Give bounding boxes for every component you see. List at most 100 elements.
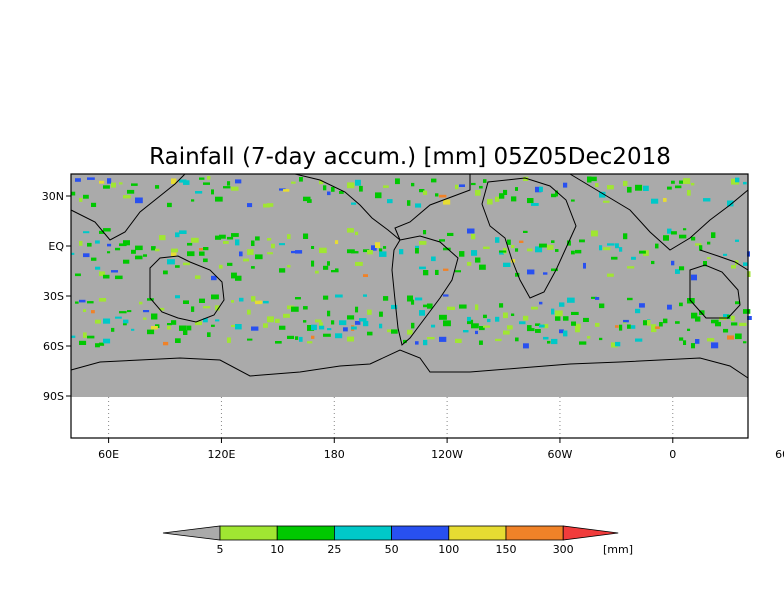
rain-patch bbox=[143, 254, 147, 257]
rain-patch bbox=[247, 203, 253, 208]
rain-patch bbox=[263, 300, 269, 304]
rain-patch bbox=[375, 242, 381, 248]
rain-patch bbox=[571, 311, 579, 315]
asia-outline bbox=[569, 173, 749, 251]
rain-patch bbox=[363, 320, 369, 327]
longitude-tick-label: 120E bbox=[207, 448, 235, 461]
rain-patch bbox=[483, 246, 490, 249]
rain-patch bbox=[671, 260, 675, 266]
rain-patch bbox=[563, 316, 569, 321]
rain-patch bbox=[279, 188, 286, 191]
rain-patch bbox=[507, 325, 513, 330]
rain-patch bbox=[131, 249, 136, 254]
rain-patch bbox=[227, 337, 231, 343]
rain-patch bbox=[251, 240, 255, 246]
rain-patch bbox=[239, 297, 244, 302]
north-america-outline bbox=[294, 173, 471, 241]
rain-patch bbox=[311, 335, 315, 339]
colorbar-cell bbox=[448, 525, 507, 541]
rain-patch bbox=[383, 246, 387, 249]
rain-patch bbox=[435, 193, 439, 197]
rain-patch bbox=[335, 240, 339, 244]
rain-patch bbox=[411, 322, 415, 329]
rain-patch bbox=[87, 242, 92, 247]
rain-patch bbox=[391, 329, 398, 334]
rain-patch bbox=[735, 333, 742, 340]
rain-patch bbox=[735, 177, 740, 183]
rain-patch bbox=[423, 270, 429, 276]
rain-patch bbox=[691, 312, 698, 319]
rain-patch bbox=[735, 239, 739, 242]
rain-patch bbox=[99, 298, 107, 302]
rain-patch bbox=[319, 247, 327, 254]
rain-patch bbox=[267, 252, 273, 255]
rain-patch bbox=[527, 325, 532, 330]
rain-patch bbox=[603, 247, 611, 251]
rain-patch bbox=[235, 239, 240, 246]
rain-patch bbox=[555, 316, 561, 321]
rain-patch bbox=[487, 318, 491, 323]
rain-patch bbox=[691, 236, 696, 241]
meridian-guides bbox=[108, 397, 674, 438]
rain-patch bbox=[211, 275, 217, 281]
rain-patch bbox=[667, 186, 672, 190]
rain-patch bbox=[179, 325, 187, 331]
rain-patch bbox=[139, 301, 143, 305]
rain-patch bbox=[287, 265, 291, 268]
rain-patch bbox=[327, 328, 332, 331]
rain-patch bbox=[263, 203, 271, 208]
rain-patch bbox=[275, 341, 282, 344]
rain-patch bbox=[519, 240, 524, 243]
rain-patch bbox=[127, 310, 132, 313]
rain-patch bbox=[515, 337, 519, 342]
rain-patch bbox=[83, 309, 87, 312]
rain-patch bbox=[211, 294, 219, 300]
rain-patch bbox=[607, 243, 615, 246]
rain-patch bbox=[159, 235, 166, 241]
rain-patch bbox=[95, 343, 100, 348]
rain-patch bbox=[651, 198, 659, 204]
rain-patch bbox=[635, 184, 643, 191]
rain-patch bbox=[291, 250, 297, 254]
rain-patch bbox=[303, 233, 309, 239]
rain-patch bbox=[107, 243, 112, 247]
rain-patch bbox=[487, 198, 493, 205]
rain-patch bbox=[415, 341, 419, 345]
rain-patch bbox=[235, 275, 242, 281]
rain-patch bbox=[183, 330, 188, 335]
rain-patch bbox=[475, 330, 478, 335]
rain-patch bbox=[691, 274, 697, 281]
rain-patch bbox=[211, 189, 214, 195]
rain-patch bbox=[119, 311, 127, 314]
rain-patch bbox=[675, 269, 680, 274]
rain-patch bbox=[427, 337, 435, 340]
rain-patch bbox=[683, 340, 687, 345]
rain-patch bbox=[671, 231, 677, 235]
rain-patch bbox=[623, 233, 628, 240]
rain-patch bbox=[423, 304, 431, 308]
rain-patch bbox=[155, 185, 160, 189]
rain-patch bbox=[295, 297, 301, 300]
rain-patch bbox=[187, 325, 192, 331]
latitude-tick-label: 90S bbox=[43, 390, 64, 403]
rain-patch bbox=[503, 312, 508, 319]
rain-patch bbox=[359, 318, 367, 322]
rain-patch bbox=[263, 323, 268, 328]
coastlines bbox=[70, 173, 749, 379]
rain-patch bbox=[83, 332, 87, 338]
rain-patch bbox=[535, 246, 543, 253]
rain-patch bbox=[239, 251, 243, 257]
rain-patch bbox=[199, 248, 203, 251]
rain-patch bbox=[675, 185, 682, 189]
rain-patch bbox=[559, 329, 564, 334]
rain-patch bbox=[191, 237, 199, 243]
rain-patch bbox=[107, 251, 111, 254]
rain-patch bbox=[467, 319, 474, 325]
rain-patch bbox=[203, 182, 210, 185]
rain-patch bbox=[647, 319, 651, 326]
rain-patch bbox=[635, 308, 641, 314]
rain-patch bbox=[407, 329, 413, 335]
rain-patch bbox=[119, 182, 123, 185]
rain-patch bbox=[679, 180, 685, 184]
rain-patch bbox=[543, 336, 549, 340]
